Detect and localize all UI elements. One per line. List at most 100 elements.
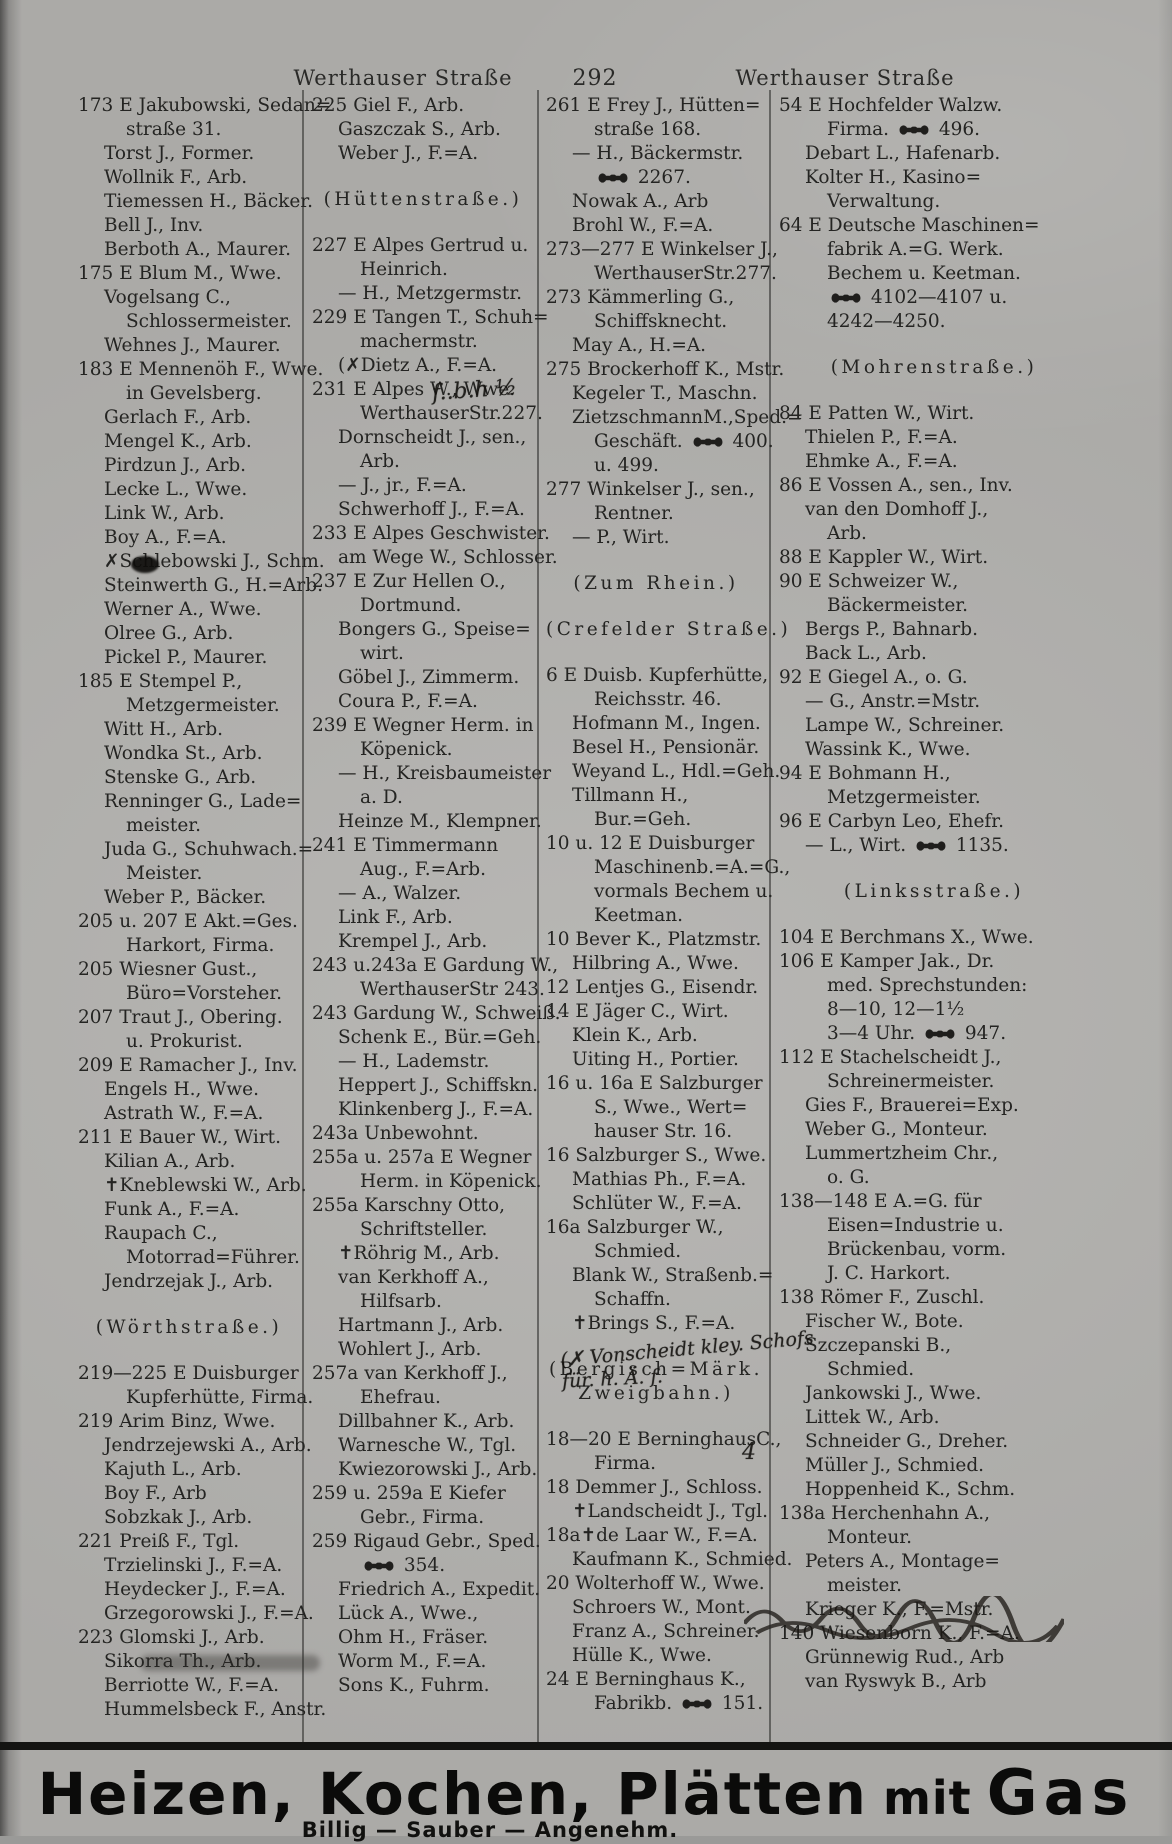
directory-entry-line: 14 E Jäger C., Wirt. (546, 1001, 729, 1022)
directory-entry-line: Debart L., Hafenarb. (805, 143, 1001, 164)
advert-headline-part3: Gas (986, 1756, 1135, 1829)
directory-entry-line: 4102—4107 u. (779, 286, 1089, 310)
directory-entry-line: Verwaltung. (827, 191, 941, 212)
directory-entry-line: Hilfsarb. (360, 1291, 442, 1312)
directory-entry-line: Worm M., F.=A. (338, 1651, 487, 1672)
directory-entry-line: Ohm H., Fräser. (338, 1627, 489, 1648)
directory-entry-line: — H., Bäckermstr. (572, 143, 744, 164)
directory-entry-line: J. C. Harkort. (827, 1263, 951, 1284)
directory-entry-line: 205 u. 207 E Akt.=Ges. (78, 911, 298, 932)
directory-entry-line: Wollnik F., Arb. (104, 167, 248, 188)
directory-entry-line: 18—20 E BerninghausC., (546, 1429, 782, 1450)
directory-entry-line: 233 E Alpes Geschwister. (312, 523, 550, 544)
directory-entry-line: 259 Rigaud Gebr., Sped. (312, 1531, 541, 1552)
spacer (546, 596, 766, 618)
directory-entry-line: 138a Herchenhahn A., (779, 1503, 991, 1524)
directory-entry-line: straße 168. (594, 119, 702, 140)
directory-entry-line: ZietzschmannM.,Sped.= (572, 407, 803, 428)
directory-entry-line: Lück A., Wwe., (338, 1603, 479, 1624)
directory-entry-line: 175 E Blum M., Wwe. (78, 263, 282, 284)
directory-entry-line: 255a Karschny Otto, (312, 1195, 505, 1216)
directory-entry-line: Sobzkak J., Arb. (104, 1507, 253, 1528)
directory-entry-line: 104 E Berchmans X., Wwe. (779, 927, 1034, 948)
gas-advertisement: Heizen, Kochen, Plätten mit Gas Billig —… (0, 1742, 1172, 1844)
directory-entry-line: Metzgermeister. (126, 695, 280, 716)
directory-entry-line: — H., Kreisbaumeister (338, 763, 552, 784)
directory-entry-line: Büro=Vorsteher. (126, 983, 283, 1004)
directory-entry-line: Wassink K., Wwe. (805, 739, 971, 760)
directory-entry-line: 223 Glomski J., Arb. (78, 1627, 265, 1648)
directory-entry-line: 273 Kämmerling G., (546, 287, 735, 308)
advert-headline: Heizen, Kochen, Plätten mit Gas (0, 1756, 1172, 1829)
directory-entry-line: Jendrzejak J., Arb. (104, 1271, 274, 1292)
directory-entry-line: Witt H., Arb. (104, 719, 224, 740)
directory-entry-line: Reichsstr. 46. (594, 689, 722, 710)
directory-entry-line: Sikorra Th., Arb. (104, 1651, 262, 1672)
directory-entry-line: 138 Römer F., Zuschl. (779, 1287, 985, 1308)
directory-entry-line: Szczepanski B., (805, 1335, 952, 1356)
directory-entry-line: Funk A., F.=A. (104, 1199, 240, 1220)
directory-entry-line: 3—4 Uhr. 947. (827, 1023, 1007, 1044)
directory-entry-line: 205 Wiesner Gust., (78, 959, 258, 980)
street-section-header: Zweigbahn.) (578, 1383, 734, 1404)
directory-entry-line: ✝Brings S., F.=A. (572, 1313, 736, 1334)
directory-entry-line: WerthauserStr 243. (360, 979, 545, 1000)
directory-entry-line: Lummertzheim Chr., (805, 1143, 999, 1164)
directory-entry-line: Bur.=Geh. (594, 809, 692, 830)
directory-entry-line: Gies F., Brauerei=Exp. (805, 1095, 1019, 1116)
directory-entry-line: — H., Lademstr. (338, 1051, 490, 1072)
spacer (546, 642, 766, 664)
directory-entry-line: Warnesche W., Tgl. (338, 1435, 517, 1456)
directory-entry-line: 229 E Tangen T., Schuh= (312, 307, 549, 328)
directory-entry-line: Mathias Ph., F.=A. (572, 1169, 747, 1190)
directory-entry-line: Gebr., Firma. (360, 1507, 485, 1528)
directory-entry-line: Kolter H., Kasino= (805, 167, 982, 188)
spacer (312, 212, 534, 234)
directory-entry-line: Schreinermeister. (827, 1071, 995, 1092)
directory-entry-line: hauser Str. 16. (594, 1121, 733, 1142)
directory-entry-line: Stenske G., Arb. (104, 767, 257, 788)
street-section-header: (Zum Rhein.) (573, 573, 739, 594)
directory-entry-line: 138—148 E A.=G. für (779, 1191, 982, 1212)
directory-entry-line: Schaffn. (594, 1289, 671, 1310)
directory-entry-line: Heinrich. (360, 259, 448, 280)
street-section-header: (Mohrenstraße.) (830, 357, 1038, 378)
directory-entry-line: Link F., Arb. (338, 907, 453, 928)
telephone-icon (899, 125, 929, 135)
directory-column-4: 54 E Hochfelder Walzw. Firma. 496. Debart … (779, 94, 1089, 1694)
directory-entry-line: u. 499. (594, 455, 659, 476)
directory-entry-line: ✝Röhrig M., Arb. (338, 1243, 500, 1264)
directory-entry-line: Dornscheidt J., sen., (338, 427, 527, 448)
directory-entry-line: Tillmann H., (572, 785, 689, 806)
directory-entry-line: 261 E Frey J., Hütten= (546, 95, 761, 116)
spacer (312, 166, 534, 188)
directory-entry-line: Gaszczak S., Arb. (338, 119, 501, 140)
directory-entry-line: Berboth A., Maurer. (104, 239, 291, 260)
directory-entry-line: Olree G., Arb. (104, 623, 234, 644)
directory-entry-line: Schwerhoff J., F.=A. (338, 499, 525, 520)
directory-entry-line: med. Sprechstunden: (827, 975, 1028, 996)
column-divider-rule-2 (537, 90, 539, 1742)
directory-entry-line: Wehnes J., Maurer. (104, 335, 281, 356)
telephone-icon (364, 1561, 394, 1571)
directory-entry-line: 86 E Vossen A., sen., Inv. (779, 475, 1013, 496)
spacer (779, 334, 1089, 356)
advert-headline-part1: Heizen, Kochen, Plätten (37, 1760, 868, 1828)
directory-entry-line: Berriotte W., F.=A. (104, 1675, 279, 1696)
directory-entry-line: 94 E Bohmann H., (779, 763, 951, 784)
street-section-header: (Linksstraße.) (843, 881, 1025, 902)
directory-entry-line: Schmied. (594, 1241, 682, 1262)
directory-entry-line: Sons K., Fuhrm. (338, 1675, 490, 1696)
spacer (78, 1294, 300, 1316)
directory-entry-line: Maschinenb.=A.=G., (594, 857, 791, 878)
directory-entry-line: Grzegorowski J., F.=A. (104, 1603, 314, 1624)
directory-entry-line: van Kerkhoff A., (338, 1267, 489, 1288)
directory-entry-line: Boy A., F.=A. (104, 527, 227, 548)
directory-entry-line: 277 Winkelser J., sen., (546, 479, 755, 500)
directory-entry-line: 12 Lentjes G., Eisendr. (546, 977, 759, 998)
directory-entry-line: 106 E Kamper Jak., Dr. (779, 951, 995, 972)
street-section-header: (Crefelder Straße.) (546, 619, 792, 640)
directory-entry-line: — G., Anstr.=Mstr. (805, 691, 981, 712)
directory-entry-line: 20 Wolterhoff W., Wwe. (546, 1573, 765, 1594)
column-divider-rule-3 (769, 90, 771, 1742)
